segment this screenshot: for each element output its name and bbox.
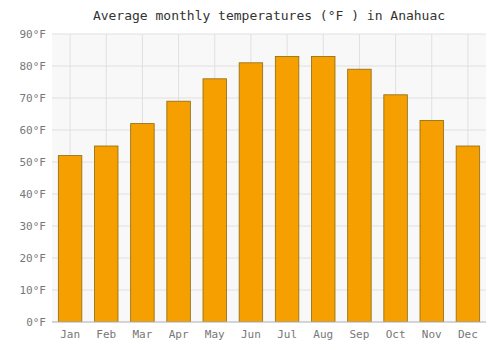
bar [275, 56, 299, 322]
y-tick-label: 70°F [20, 92, 47, 105]
x-tick-label: Dec [458, 328, 478, 341]
x-tick-label: Apr [169, 328, 189, 341]
bar [456, 146, 480, 322]
bar [311, 56, 335, 322]
x-tick-label: Mar [132, 328, 152, 341]
bar [239, 63, 263, 322]
x-axis-line [52, 322, 486, 323]
y-tick-label: 0°F [26, 316, 46, 329]
x-tick-label: Jun [241, 328, 261, 341]
x-tick-label: Nov [422, 328, 442, 341]
y-tick-label: 80°F [20, 60, 47, 73]
x-tick-label: Jan [60, 328, 80, 341]
y-tick-label: 20°F [20, 252, 47, 265]
x-tick-label: Jul [277, 328, 297, 341]
y-grid-line [52, 98, 486, 99]
x-tick-label: Sep [349, 328, 369, 341]
x-axis: Jan Feb Mar Apr May Jun Jul Aug Sep Oct Nov Dec [60, 34, 478, 341]
y-grid-line [52, 66, 486, 67]
y-axis: 0°F 10°F 20°F 30°F 40°F 50°F 60°F 70°F 80°F 90°F [20, 28, 487, 329]
y-tick-label: 60°F [20, 124, 47, 137]
bar [203, 79, 227, 322]
y-tick-label: 50°F [20, 156, 47, 169]
chart-container: 0°F 10°F 20°F 30°F 40°F 50°F 60°F 70°F 80°F 90°F J… [0, 0, 500, 350]
x-tick-label: Feb [96, 328, 116, 341]
bar [167, 101, 191, 322]
title: Average monthly temperatures (°F ) in An… [93, 8, 445, 23]
bar [384, 95, 408, 322]
bar [58, 156, 82, 322]
plot-background [52, 34, 486, 322]
bar [348, 69, 372, 322]
y-grid-line [52, 34, 486, 35]
x-tick-label: Aug [313, 328, 333, 341]
bar [131, 124, 155, 322]
y-tick-label: 30°F [20, 220, 47, 233]
y-tick-label: 90°F [20, 28, 47, 41]
x-tick-label: Oct [386, 328, 406, 341]
bar [94, 146, 118, 322]
x-tick-label: May [205, 328, 225, 341]
chart: 0°F 10°F 20°F 30°F 40°F 50°F 60°F 70°F 80°F 90°F J… [0, 0, 500, 350]
bar [420, 120, 444, 322]
y-grid-line [52, 322, 486, 323]
y-tick-label: 10°F [20, 284, 47, 297]
bars [58, 56, 479, 322]
y-tick-label: 40°F [20, 188, 47, 201]
